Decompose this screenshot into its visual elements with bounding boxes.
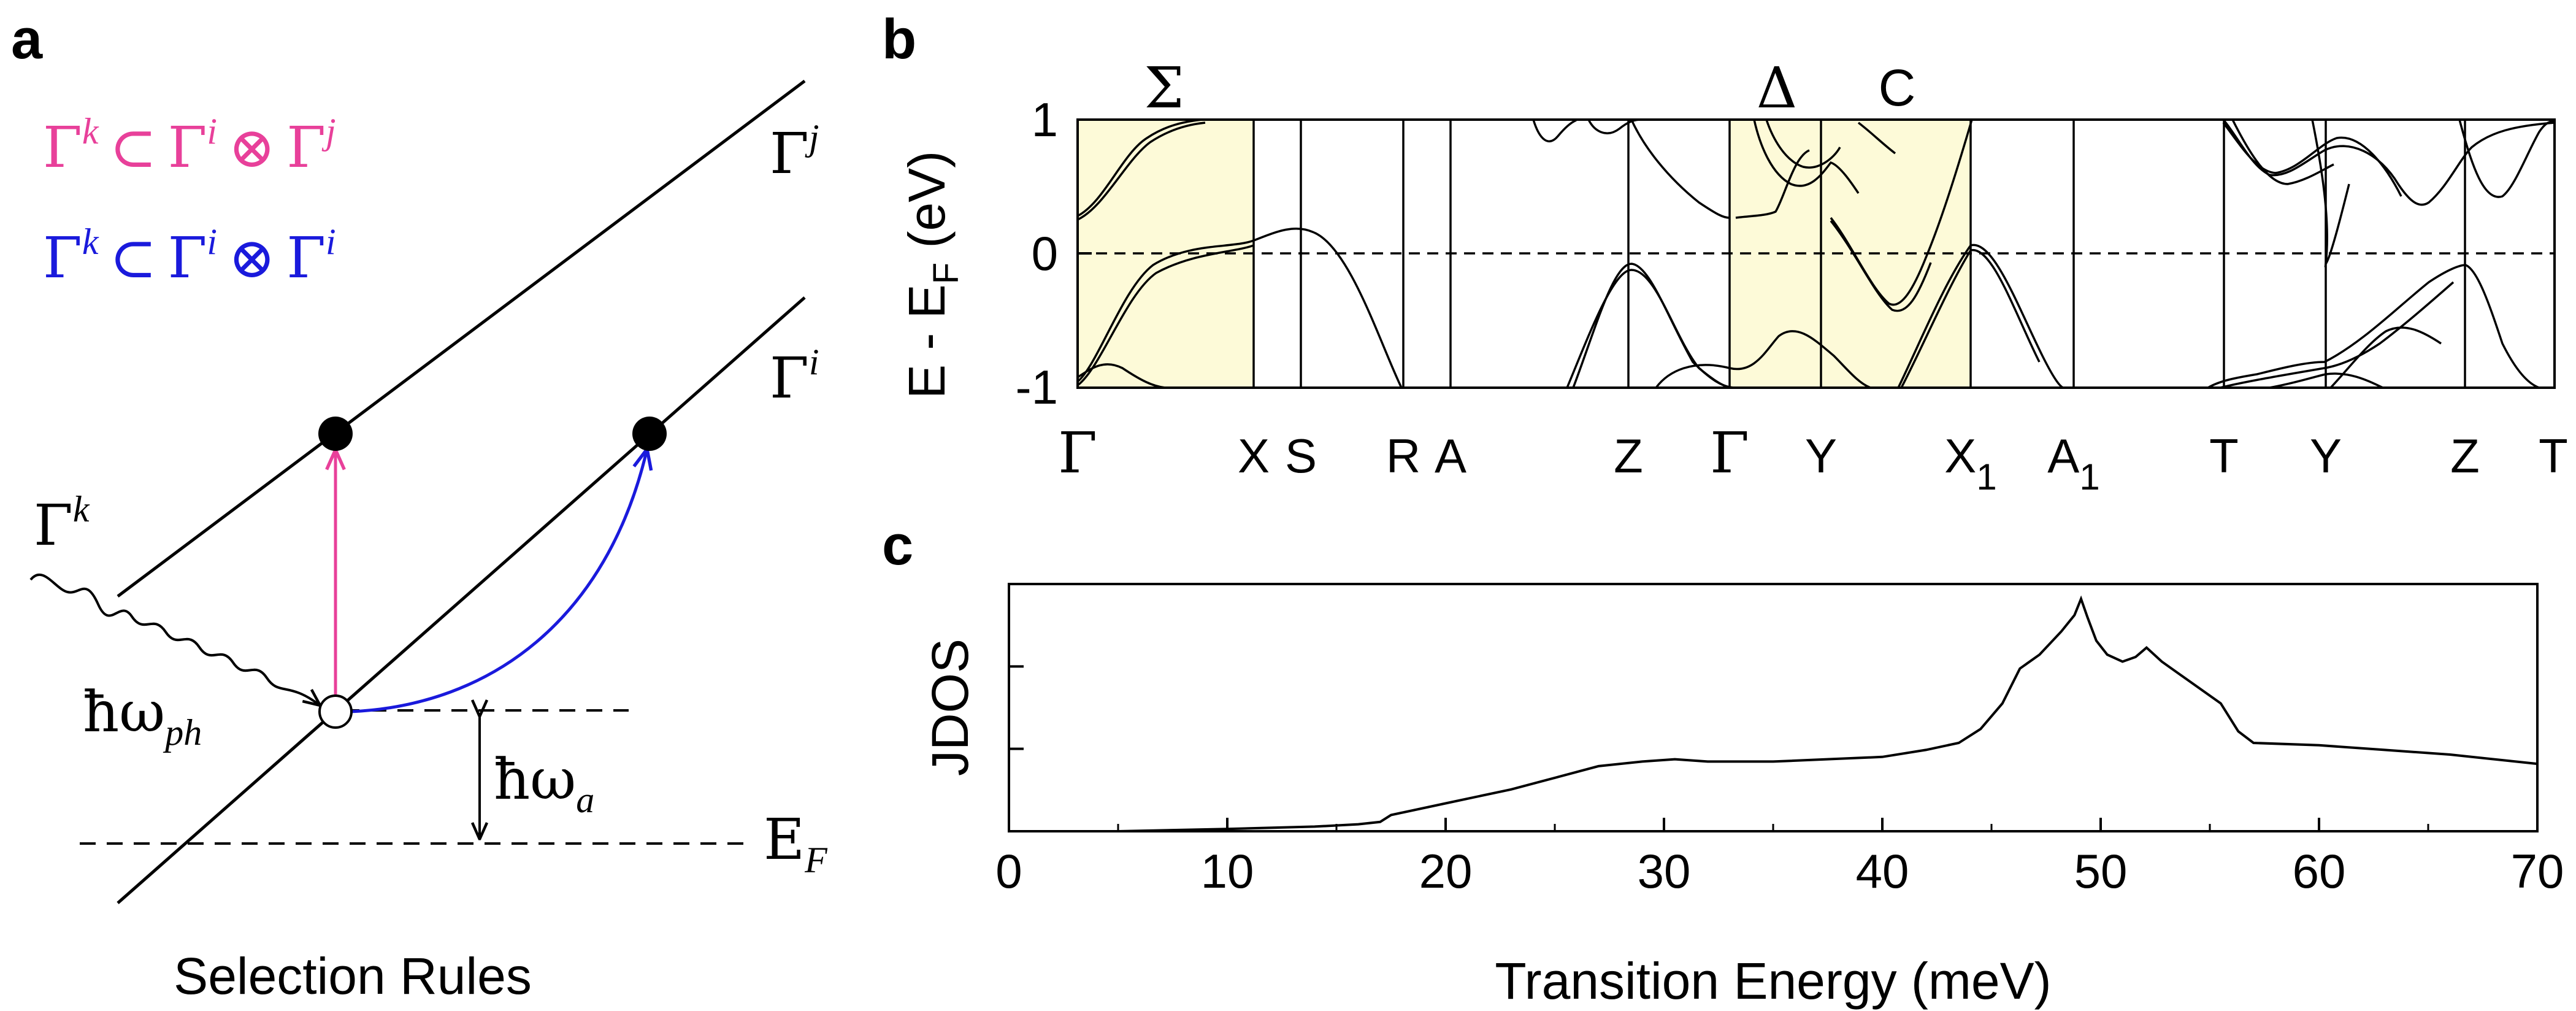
top-label-c: C — [1879, 59, 1916, 117]
panel-b-y-ticks — [1078, 118, 1092, 389]
k-label: S — [1285, 429, 1317, 483]
x-tick-label: 60 — [2293, 844, 2346, 898]
y-axis-label: JDOS — [921, 639, 979, 776]
x-tick-label: 0 — [995, 844, 1022, 898]
panel-a-caption: Selection Rules — [174, 947, 532, 1005]
k-label: Z — [2450, 429, 2480, 483]
k-label: X — [1238, 429, 1270, 483]
hbar-omega-a-label: ħωa — [494, 747, 594, 820]
y-tick-label: 0 — [1032, 226, 1058, 280]
final-state-dot-indirect — [632, 417, 667, 451]
panel-a: a Γk ⊂ Γi ⊗ Γj Γk ⊂ Γi ⊗ Γi Γj Γi Γk ħωa EF ħωph — [11, 8, 828, 1005]
band-lower-label: Γi — [770, 342, 819, 411]
x-tick-label: 20 — [1419, 844, 1473, 898]
y-tick-label: 1 — [1032, 93, 1058, 147]
panel-b-y-axis-label: E - EF (eV) — [898, 151, 966, 399]
panel-b: b — [882, 8, 2568, 498]
initial-state-dot — [318, 694, 353, 729]
band-structure-curves — [1078, 120, 2555, 388]
hbar-omega-ph-label: ħωph — [83, 679, 202, 753]
k-label: Y — [2310, 429, 2342, 483]
x-tick-label: 40 — [1856, 844, 1909, 898]
k-label: Y — [1805, 429, 1837, 483]
k-label: T — [2539, 429, 2568, 483]
x-tick-label: 30 — [1638, 844, 1691, 898]
photon-label: Γk — [34, 489, 90, 558]
indirect-transition-arrow — [350, 449, 647, 713]
selection-rule-direct: Γk ⊂ Γi ⊗ Γj — [43, 111, 336, 180]
top-label-delta: Δ — [1757, 55, 1797, 121]
final-state-dot-direct — [318, 417, 353, 451]
panel-b-label: b — [882, 8, 916, 71]
fermi-level-label: EF — [764, 807, 828, 880]
x-tick-label: 70 — [2511, 844, 2564, 898]
k-label: T — [2209, 429, 2239, 483]
top-label-sigma: Σ — [1144, 55, 1184, 121]
x-tick-label: 10 — [1201, 844, 1254, 898]
k-label: Γ — [1058, 420, 1097, 486]
k-point-labels: Γ X S R A Z Γ Y X1 A1 T Y Z T — [1058, 420, 2568, 498]
panel-c-label: c — [882, 514, 913, 577]
x-axis-label: Transition Energy (meV) — [1495, 952, 2051, 1010]
y-ticks — [1009, 665, 1024, 750]
jdos-series-line — [1009, 595, 2538, 832]
x-ticks: 0 10 20 30 40 50 60 70 — [995, 818, 2564, 898]
selection-rule-indirect: Γk ⊂ Γi ⊗ Γi — [43, 221, 336, 291]
k-label: A1 — [2047, 429, 2099, 498]
k-label: Γ — [1710, 420, 1749, 486]
panel-c: c 0 10 20 30 40 50 60 70 Transition Energy (meV… — [882, 514, 2564, 1010]
band-upper-line — [117, 80, 806, 598]
k-label: R — [1386, 429, 1420, 483]
x-tick-label: 50 — [2074, 844, 2128, 898]
band-upper-label: Γj — [770, 117, 819, 186]
y-tick-label: -1 — [1016, 360, 1058, 414]
photon-wavy-arrow — [29, 574, 320, 705]
band-lower-line — [117, 296, 806, 904]
panel-c-frame — [1008, 583, 2539, 832]
k-label: Z — [1614, 429, 1643, 483]
panel-a-label: a — [11, 8, 43, 71]
k-label: A — [1435, 429, 1466, 483]
k-label: X1 — [1944, 429, 1996, 498]
